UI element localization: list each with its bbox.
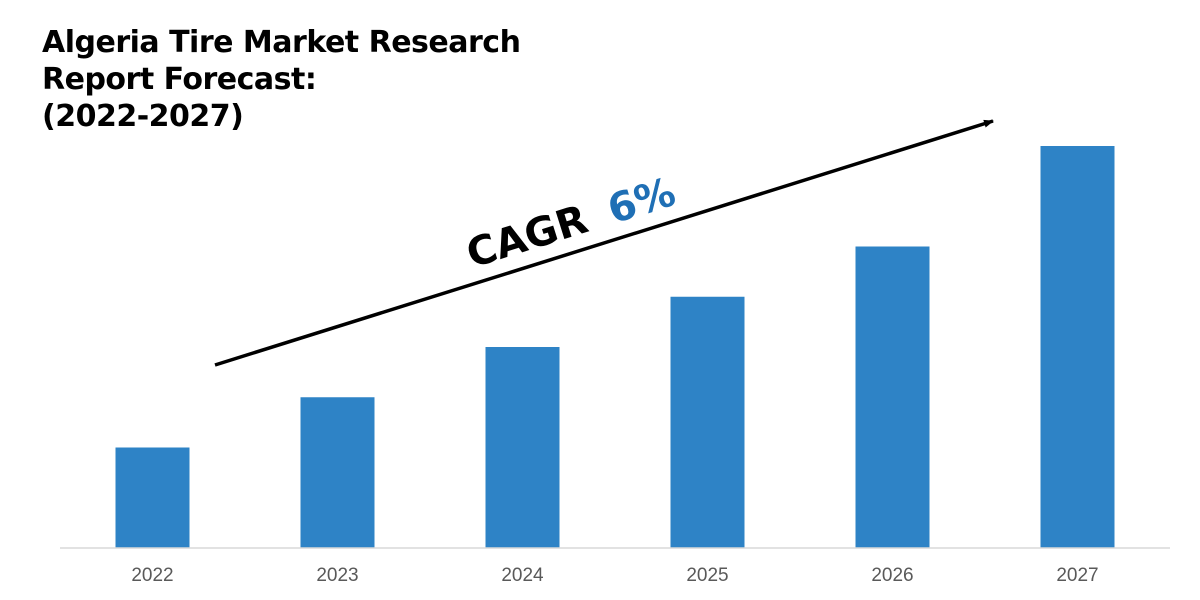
cagr-annotation: CAGR 6%	[461, 169, 681, 277]
x-tick-labels: 2022 2023 2024 2025 2026 2027	[131, 565, 1098, 586]
chart-title: Algeria Tire Market Research Report Fore…	[42, 24, 562, 135]
title-line-1: Algeria Tire Market Research	[42, 25, 521, 60]
growth-arrow	[214, 119, 994, 367]
x-tick-label-2027: 2027	[1056, 565, 1098, 586]
x-tick-label-2026: 2026	[871, 565, 913, 586]
bar-2027	[1040, 146, 1115, 548]
bar-2026	[855, 246, 930, 548]
bars-group	[115, 146, 1115, 548]
title-line-3: (2022-2027)	[42, 99, 244, 134]
bar-2024	[485, 347, 560, 548]
x-tick-label-2025: 2025	[686, 565, 728, 586]
bar-2022	[115, 447, 190, 548]
bar-2023	[300, 397, 375, 548]
x-tick-label-2024: 2024	[501, 565, 544, 586]
x-tick-label-2023: 2023	[316, 565, 358, 586]
x-tick-label-2022: 2022	[131, 565, 173, 586]
title-line-2: Report Forecast:	[42, 62, 317, 97]
bar-2025	[670, 296, 745, 548]
